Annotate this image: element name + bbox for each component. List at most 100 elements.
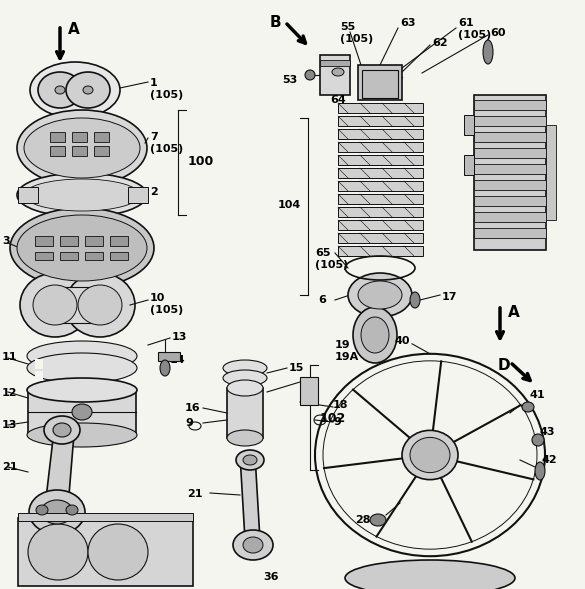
Bar	[85, 236, 103, 246]
Text: 62: 62	[432, 38, 448, 48]
Bar	[474, 228, 546, 238]
Ellipse shape	[345, 560, 515, 589]
Ellipse shape	[243, 455, 257, 465]
Text: 6: 6	[318, 295, 326, 305]
Text: 40: 40	[395, 336, 411, 346]
Ellipse shape	[30, 62, 120, 118]
Ellipse shape	[72, 404, 92, 420]
Bar	[362, 70, 398, 98]
Bar	[474, 196, 546, 206]
Text: 21: 21	[187, 489, 202, 499]
Bar	[28, 390, 136, 435]
Ellipse shape	[348, 273, 412, 317]
Bar	[338, 116, 423, 126]
Polygon shape	[45, 422, 75, 507]
Text: 7
(105): 7 (105)	[150, 132, 183, 154]
Ellipse shape	[483, 40, 493, 64]
Bar	[60, 252, 78, 260]
Bar	[338, 142, 423, 152]
Bar	[35, 236, 53, 246]
Ellipse shape	[227, 380, 263, 396]
Bar	[338, 207, 423, 217]
Bar	[110, 236, 128, 246]
Text: 102: 102	[320, 412, 346, 425]
Ellipse shape	[227, 430, 263, 446]
Bar	[50, 146, 65, 156]
Text: 55
(105): 55 (105)	[340, 22, 373, 44]
Text: 13: 13	[2, 420, 18, 430]
Ellipse shape	[55, 86, 65, 94]
Bar	[320, 60, 350, 66]
Ellipse shape	[66, 72, 110, 108]
Ellipse shape	[38, 72, 82, 108]
Ellipse shape	[160, 360, 170, 376]
Text: 13: 13	[172, 332, 187, 342]
Text: 12: 12	[2, 388, 18, 398]
Ellipse shape	[27, 378, 137, 402]
Ellipse shape	[36, 505, 48, 515]
Ellipse shape	[44, 416, 80, 444]
Text: 2: 2	[150, 187, 158, 197]
Text: 36: 36	[263, 572, 278, 582]
Bar	[338, 233, 423, 243]
Text: 43: 43	[540, 427, 556, 437]
Text: 41: 41	[530, 390, 546, 400]
Bar	[128, 187, 148, 203]
Ellipse shape	[17, 173, 147, 217]
Text: 17: 17	[442, 292, 457, 302]
Bar	[72, 146, 87, 156]
Bar	[338, 181, 423, 191]
Text: 63: 63	[400, 18, 415, 28]
Ellipse shape	[361, 317, 389, 353]
Text: 14: 14	[170, 355, 185, 365]
Ellipse shape	[17, 215, 147, 281]
Ellipse shape	[41, 500, 73, 524]
Bar	[72, 132, 87, 142]
Ellipse shape	[370, 514, 386, 526]
Text: 42: 42	[542, 455, 558, 465]
Ellipse shape	[353, 307, 397, 363]
Text: 19
19A: 19 19A	[335, 340, 359, 362]
Bar	[546, 125, 556, 220]
Bar	[320, 55, 350, 95]
Bar	[110, 252, 128, 260]
Bar	[338, 129, 423, 139]
Bar	[35, 359, 43, 369]
Bar	[35, 252, 53, 260]
Ellipse shape	[358, 281, 402, 309]
Ellipse shape	[332, 68, 344, 76]
Bar	[48, 287, 108, 323]
Bar	[18, 518, 193, 586]
Bar	[474, 212, 546, 222]
Ellipse shape	[78, 285, 122, 325]
Ellipse shape	[28, 524, 88, 580]
Text: 21: 21	[2, 462, 18, 472]
Bar	[50, 132, 65, 142]
Bar	[474, 95, 546, 250]
Ellipse shape	[53, 423, 71, 437]
Bar	[60, 236, 78, 246]
Text: 61
(105): 61 (105)	[458, 18, 491, 39]
Text: 65
(105): 65 (105)	[315, 248, 348, 270]
Ellipse shape	[65, 273, 135, 337]
Bar	[227, 388, 263, 438]
Bar	[338, 168, 423, 178]
Bar	[338, 246, 423, 256]
Bar	[85, 252, 103, 260]
Bar	[158, 352, 180, 361]
Ellipse shape	[66, 505, 78, 515]
Bar	[358, 65, 402, 100]
Ellipse shape	[223, 370, 267, 386]
Ellipse shape	[233, 530, 273, 560]
Ellipse shape	[27, 353, 137, 383]
Bar	[474, 100, 546, 110]
Bar	[18, 513, 193, 521]
Ellipse shape	[88, 524, 148, 580]
Ellipse shape	[522, 402, 534, 412]
Ellipse shape	[24, 118, 140, 178]
Ellipse shape	[535, 462, 545, 480]
Ellipse shape	[410, 438, 450, 472]
Bar	[464, 155, 474, 175]
Text: 64: 64	[330, 95, 346, 105]
Text: 60: 60	[490, 28, 505, 38]
